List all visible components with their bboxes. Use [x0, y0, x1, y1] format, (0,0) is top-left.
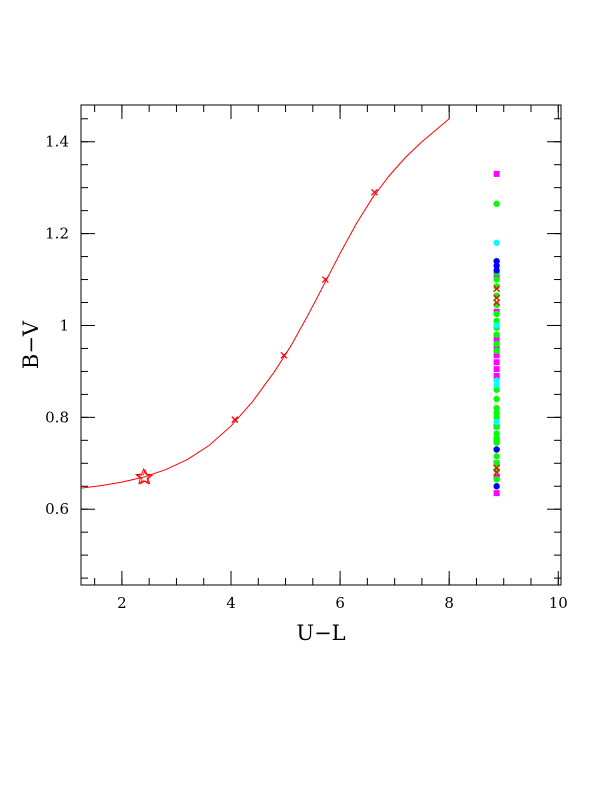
circle-point: [493, 476, 500, 483]
y-axis-title: B−V: [19, 320, 43, 369]
series-line-0: [81, 118, 450, 489]
circle-point: [493, 423, 500, 430]
circle-point: [493, 439, 500, 446]
y-tick-label: 1.4: [45, 133, 69, 151]
circle-point: [493, 460, 500, 467]
x-tick-label: 8: [444, 594, 454, 612]
circle-point: [493, 446, 500, 453]
circle-point: [493, 347, 500, 354]
curve-cross-marker: [280, 351, 288, 359]
cross-stroke: [370, 188, 378, 196]
square-point: [493, 336, 500, 343]
circle-point: [493, 377, 500, 384]
circle-point: [493, 239, 500, 246]
cross-stroke: [321, 276, 329, 284]
y-tick-label: 0.6: [45, 500, 69, 518]
circle-point: [493, 430, 500, 437]
curve-cross-marker: [231, 416, 239, 424]
circle-point: [493, 395, 500, 403]
circle-point: [493, 267, 500, 274]
curve-cross-marker: [370, 188, 378, 196]
y-tick-label: 1.2: [45, 225, 69, 243]
series-cross-markers-1: [231, 188, 378, 424]
cross-stroke: [493, 299, 501, 306]
circle-point: [493, 414, 500, 421]
circle-point: [493, 409, 500, 416]
circle-point: [493, 404, 500, 412]
cross-point: [493, 285, 501, 293]
square-point: [493, 490, 500, 497]
circle-point: [493, 381, 500, 389]
circle-point: [493, 322, 500, 329]
y-tick-label: 0.8: [45, 408, 69, 426]
circle-point: [493, 483, 500, 490]
plot-frame: [80, 104, 562, 586]
x-tick-label: 4: [226, 594, 236, 612]
cross-stroke: [231, 416, 239, 424]
cross-stroke: [493, 285, 501, 293]
cross-point: [493, 469, 501, 476]
x-tick-label: 2: [117, 594, 127, 612]
series-circle-5: [493, 239, 500, 426]
circle-point: [493, 434, 500, 442]
cross-point: [493, 299, 501, 306]
circle-point: [493, 257, 500, 265]
tick-labels: 2 4 6 8 10 0.6 0.8 1 1.2 1.4: [45, 133, 568, 612]
square-point: [493, 366, 500, 373]
series-star-marker-2: [134, 467, 154, 485]
circle-point: [493, 418, 500, 426]
series-circle-6: [493, 257, 500, 490]
circle-point: [493, 453, 500, 460]
plot-area: [81, 118, 501, 497]
model-curve-line: [81, 118, 450, 489]
circle-point: [493, 340, 500, 348]
star-marker: [134, 467, 153, 485]
circle-point: [493, 317, 500, 325]
square-point: [493, 352, 500, 359]
circle-point: [493, 331, 500, 338]
tick-marks: [81, 105, 561, 585]
circle-point: [493, 200, 500, 207]
square-point: [493, 170, 500, 177]
y-tick-label: 1: [59, 316, 69, 334]
series-cross-7: [493, 285, 501, 476]
square-point: [493, 373, 500, 380]
x-tick-label: 10: [549, 594, 568, 612]
circle-point: [493, 310, 500, 318]
curve-cross-marker: [321, 276, 329, 284]
circle-point: [493, 276, 500, 283]
square-point: [493, 359, 500, 366]
circle-point: [493, 262, 500, 269]
circle-point: [493, 386, 500, 393]
x-axis-title: U−L: [296, 621, 345, 645]
x-tick-label: 6: [335, 594, 345, 612]
star-marker-outline: [137, 468, 154, 485]
cross-stroke: [280, 351, 288, 359]
cross-stroke: [493, 469, 501, 476]
